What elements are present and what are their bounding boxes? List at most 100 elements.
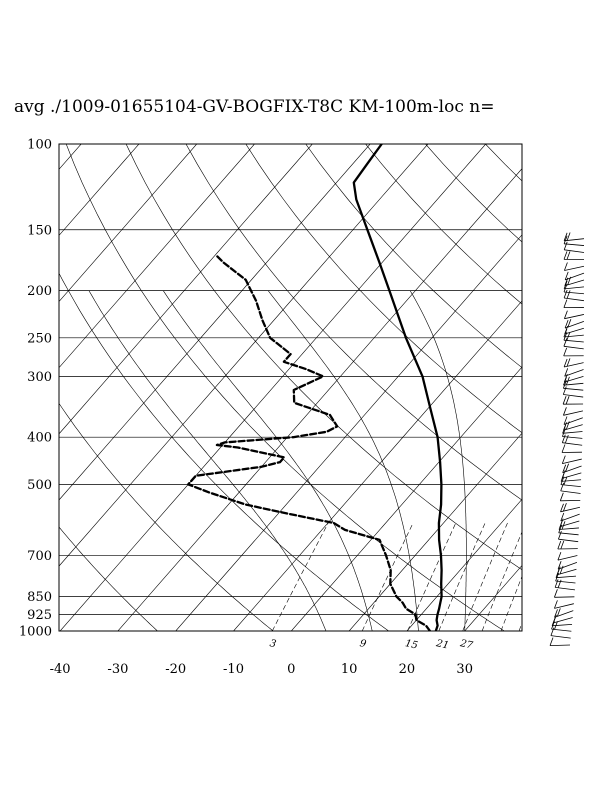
wind-barb-feather: [566, 358, 571, 367]
wind-barb-shaft: [565, 272, 585, 281]
wind-barb: [554, 589, 575, 598]
wind-barb-feather: [555, 572, 559, 582]
wind-barb: [561, 444, 582, 453]
wind-barb: [563, 421, 583, 431]
diagram-grid: [0, 144, 612, 641]
pressure-tick-label: 400: [27, 431, 52, 446]
dry-adiabat-line: [59, 272, 390, 631]
mixing-ratio-line: [272, 522, 329, 631]
wind-barb: [554, 579, 576, 591]
wind-barb-shaft: [552, 623, 573, 627]
dry-adiabat-line: [545, 144, 612, 641]
wind-barb-shaft: [554, 603, 574, 609]
wind-barb: [563, 332, 584, 343]
mixing-ratio-label: 15: [404, 638, 419, 651]
wind-barb-feather: [564, 310, 568, 319]
wind-barb: [551, 620, 572, 632]
wind-barb-feather: [560, 473, 565, 482]
wind-barb: [564, 271, 585, 281]
wind-barb: [557, 561, 578, 570]
wind-barb-feather: [549, 637, 554, 646]
wind-barb-feather: [561, 521, 566, 530]
wind-barb-feather: [563, 476, 568, 486]
wind-barb-shaft: [564, 286, 585, 290]
wind-barb: [561, 434, 583, 446]
wind-barb: [560, 512, 580, 522]
wind-barb-shaft: [564, 279, 585, 287]
wind-barb-feather: [558, 531, 562, 540]
dry-adiabat-line: [305, 144, 522, 368]
wind-barb: [554, 600, 574, 609]
mixing-ratio-line: [481, 531, 522, 631]
wind-barb-feather: [550, 627, 555, 636]
wind-barb-feather: [566, 290, 571, 299]
pressure-tick-label: 250: [27, 331, 52, 346]
wind-barb-feather: [563, 251, 568, 260]
chart-title: avg ./1009-01655104-GV-BOGFIX-T8C KM-100…: [14, 97, 495, 117]
wind-barb: [560, 473, 582, 482]
dry-adiabat-line: [125, 144, 522, 571]
wind-barb-shaft: [555, 580, 576, 584]
temperature-tick-label: 0: [287, 662, 295, 677]
moist-adiabat-line: [409, 290, 467, 631]
wind-barb-shaft: [564, 297, 585, 302]
wind-barb: [563, 358, 584, 368]
isotherm-line: [175, 234, 522, 631]
wind-barb-shaft: [564, 243, 585, 246]
dry-adiabat-line: [185, 144, 522, 501]
wind-barb-shaft: [549, 644, 571, 646]
isotherm-line: [59, 144, 255, 369]
wind-barb-feather: [562, 464, 567, 473]
wind-barb-feather: [561, 434, 566, 443]
wind-barb-feather: [555, 569, 560, 578]
wind-barb: [564, 310, 584, 320]
wind-barb: [562, 396, 584, 405]
wind-barb: [563, 235, 585, 246]
mixing-ratio-label: 9: [359, 638, 368, 650]
isotherm-line: [348, 432, 522, 631]
wind-barb-shaft: [558, 538, 579, 543]
wind-barb: [563, 416, 583, 425]
wind-barb-shaft: [564, 376, 584, 383]
wind-barb-shaft: [563, 339, 584, 343]
wind-barb: [564, 318, 585, 329]
wind-barb: [554, 608, 574, 618]
wind-barb-shaft: [560, 490, 581, 494]
pressure-tick-label: 850: [27, 590, 52, 605]
wind-barb-feather: [559, 492, 564, 501]
moist-adiabat-line: [267, 290, 419, 631]
wind-barb-shaft: [563, 417, 583, 425]
wind-barb-feather: [563, 338, 568, 347]
dry-adiabat-line: [59, 402, 274, 631]
isotherm-line: [406, 498, 522, 631]
wind-barb: [564, 262, 585, 271]
isotherm-line: [291, 366, 522, 631]
wind-barb-feather: [563, 332, 568, 341]
wind-barb: [563, 299, 584, 309]
wind-barb-shaft: [562, 465, 582, 474]
pressure-tick-label: 925: [27, 608, 52, 623]
wind-barb-feather: [566, 232, 571, 241]
wind-barb: [563, 241, 585, 253]
wind-barb-feather: [563, 235, 568, 244]
wind-barb-feather: [563, 358, 568, 368]
wind-barb-shaft: [560, 484, 581, 488]
wind-barb-feather: [565, 396, 570, 405]
wind-barb-shaft: [564, 249, 585, 253]
wind-barb-shaft: [554, 596, 575, 598]
wind-barb: [558, 531, 579, 543]
isotherm-line: [59, 144, 486, 631]
wind-barb: [562, 428, 583, 439]
mixing-ratio-label: 21: [434, 638, 450, 652]
mixing-ratio-line: [407, 522, 457, 631]
isotherm-line: [117, 168, 522, 631]
wind-barb-feather: [566, 251, 571, 260]
mixing-ratio-label: 27: [458, 638, 474, 652]
wind-barb: [564, 368, 584, 377]
wind-barb-shaft: [550, 635, 571, 639]
wind-barb-shaft: [563, 345, 584, 350]
temperature-tick-label: 20: [399, 662, 416, 677]
isotherm-line: [0, 144, 23, 631]
wind-barb-shaft: [564, 327, 584, 335]
